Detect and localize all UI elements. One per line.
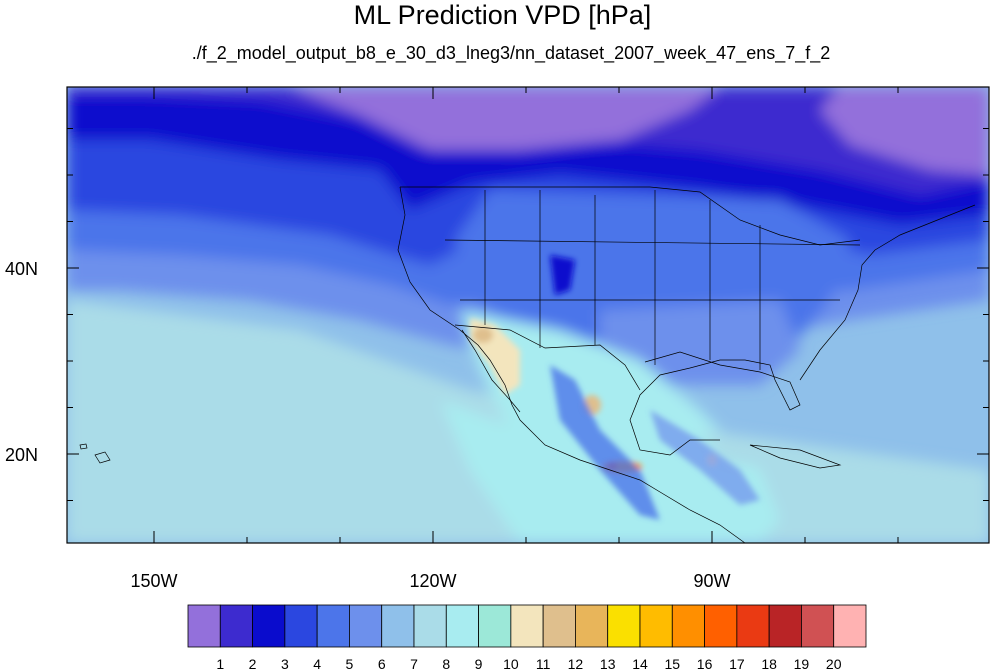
colorbar-label: 9 [475, 656, 483, 672]
colorbar-label: 20 [826, 656, 842, 672]
lon-tick-label: 90W [693, 571, 730, 591]
colorbar-swatch [349, 604, 383, 648]
colorbar-label: 11 [536, 656, 551, 672]
colorbar-swatch [704, 604, 738, 648]
axis-labels: 150W 120W 90W 40N 20N [5, 259, 731, 591]
colorbar-swatch [187, 604, 221, 648]
colorbar-label: 18 [761, 656, 777, 672]
colorbar-swatch [736, 604, 770, 648]
colorbar-label: 10 [503, 656, 519, 672]
field-sierra-moist [550, 365, 660, 520]
colorbar-swatch [801, 604, 835, 648]
us-canada-border [400, 186, 861, 246]
colorbar-label: 12 [568, 656, 584, 672]
colorbar-label: 4 [313, 656, 321, 672]
colorbar-label: 7 [410, 656, 418, 672]
field-mexico [460, 310, 780, 543]
colorbar-swatch [510, 604, 544, 648]
colorbar-swatch [671, 604, 705, 648]
colorbar-label: 2 [249, 656, 257, 672]
cuba-outline [749, 444, 842, 469]
baja-coastline [461, 329, 521, 413]
colorbar-swatch [575, 604, 609, 648]
map-subtitle: ./f_2_model_output_b8_e_30_d3_lneg3/nn_d… [191, 43, 831, 63]
colorbar-swatch [219, 604, 253, 648]
vpd-field [67, 87, 989, 543]
colorbar-label: 17 [729, 656, 745, 672]
pacific-coastline [397, 186, 746, 543]
colorbar-swatch [252, 604, 286, 648]
field-band-1a [290, 87, 720, 150]
state-line-7 [444, 239, 861, 246]
colorbar-swatch [478, 604, 512, 648]
colorbar-label: 19 [794, 656, 810, 672]
colorbar-label: 13 [600, 656, 616, 672]
colorbar-label: 5 [346, 656, 354, 672]
lon-tick-label: 150W [130, 571, 177, 591]
colorbar-swatch [639, 604, 673, 648]
colorbar-label: 8 [442, 656, 450, 672]
colorbar-swatch [316, 604, 350, 648]
lon-tick-label: 120W [409, 571, 456, 591]
colorbar-swatch [381, 604, 415, 648]
colorbar-swatch [833, 604, 867, 648]
colorbar-swatch [445, 604, 479, 648]
field-rockies-moist [550, 255, 575, 295]
colorbar-label: 15 [664, 656, 680, 672]
field-sonoran-core [473, 327, 493, 343]
coastlines [79, 186, 976, 543]
map-title: ML Prediction VPD [hPa] [353, 0, 652, 30]
us-mexico-border [454, 324, 641, 391]
colorbar-swatch [413, 604, 447, 648]
atlantic-coastline [799, 204, 976, 381]
colorbar: 1 2 3 4 5 6 7 8 9 10 11 12 13 14 15 16 17 18 19 20 [187, 604, 867, 672]
colorbar-swatch [284, 604, 318, 648]
field-band-1b [820, 87, 989, 175]
field-pacific-tongue [440, 400, 640, 543]
gulf-coastline [629, 351, 801, 456]
colorbar-label: 6 [378, 656, 386, 672]
colorbar-swatch [607, 604, 641, 648]
field-us-south [600, 300, 800, 385]
colorbar-label: 3 [281, 656, 289, 672]
axis-ticks [67, 87, 989, 543]
lat-tick-label: 40N [5, 259, 38, 279]
hawaii-islands [79, 443, 111, 464]
field-gulf-moist [650, 410, 760, 505]
lat-tick-label: 20N [5, 445, 38, 465]
colorbar-label: 14 [632, 656, 648, 672]
colorbar-label: 1 [216, 656, 224, 672]
colorbar-label: 16 [697, 656, 713, 672]
colorbar-swatch [768, 604, 802, 648]
colorbar-swatch [542, 604, 576, 648]
field-hawaii-patch [100, 388, 190, 432]
